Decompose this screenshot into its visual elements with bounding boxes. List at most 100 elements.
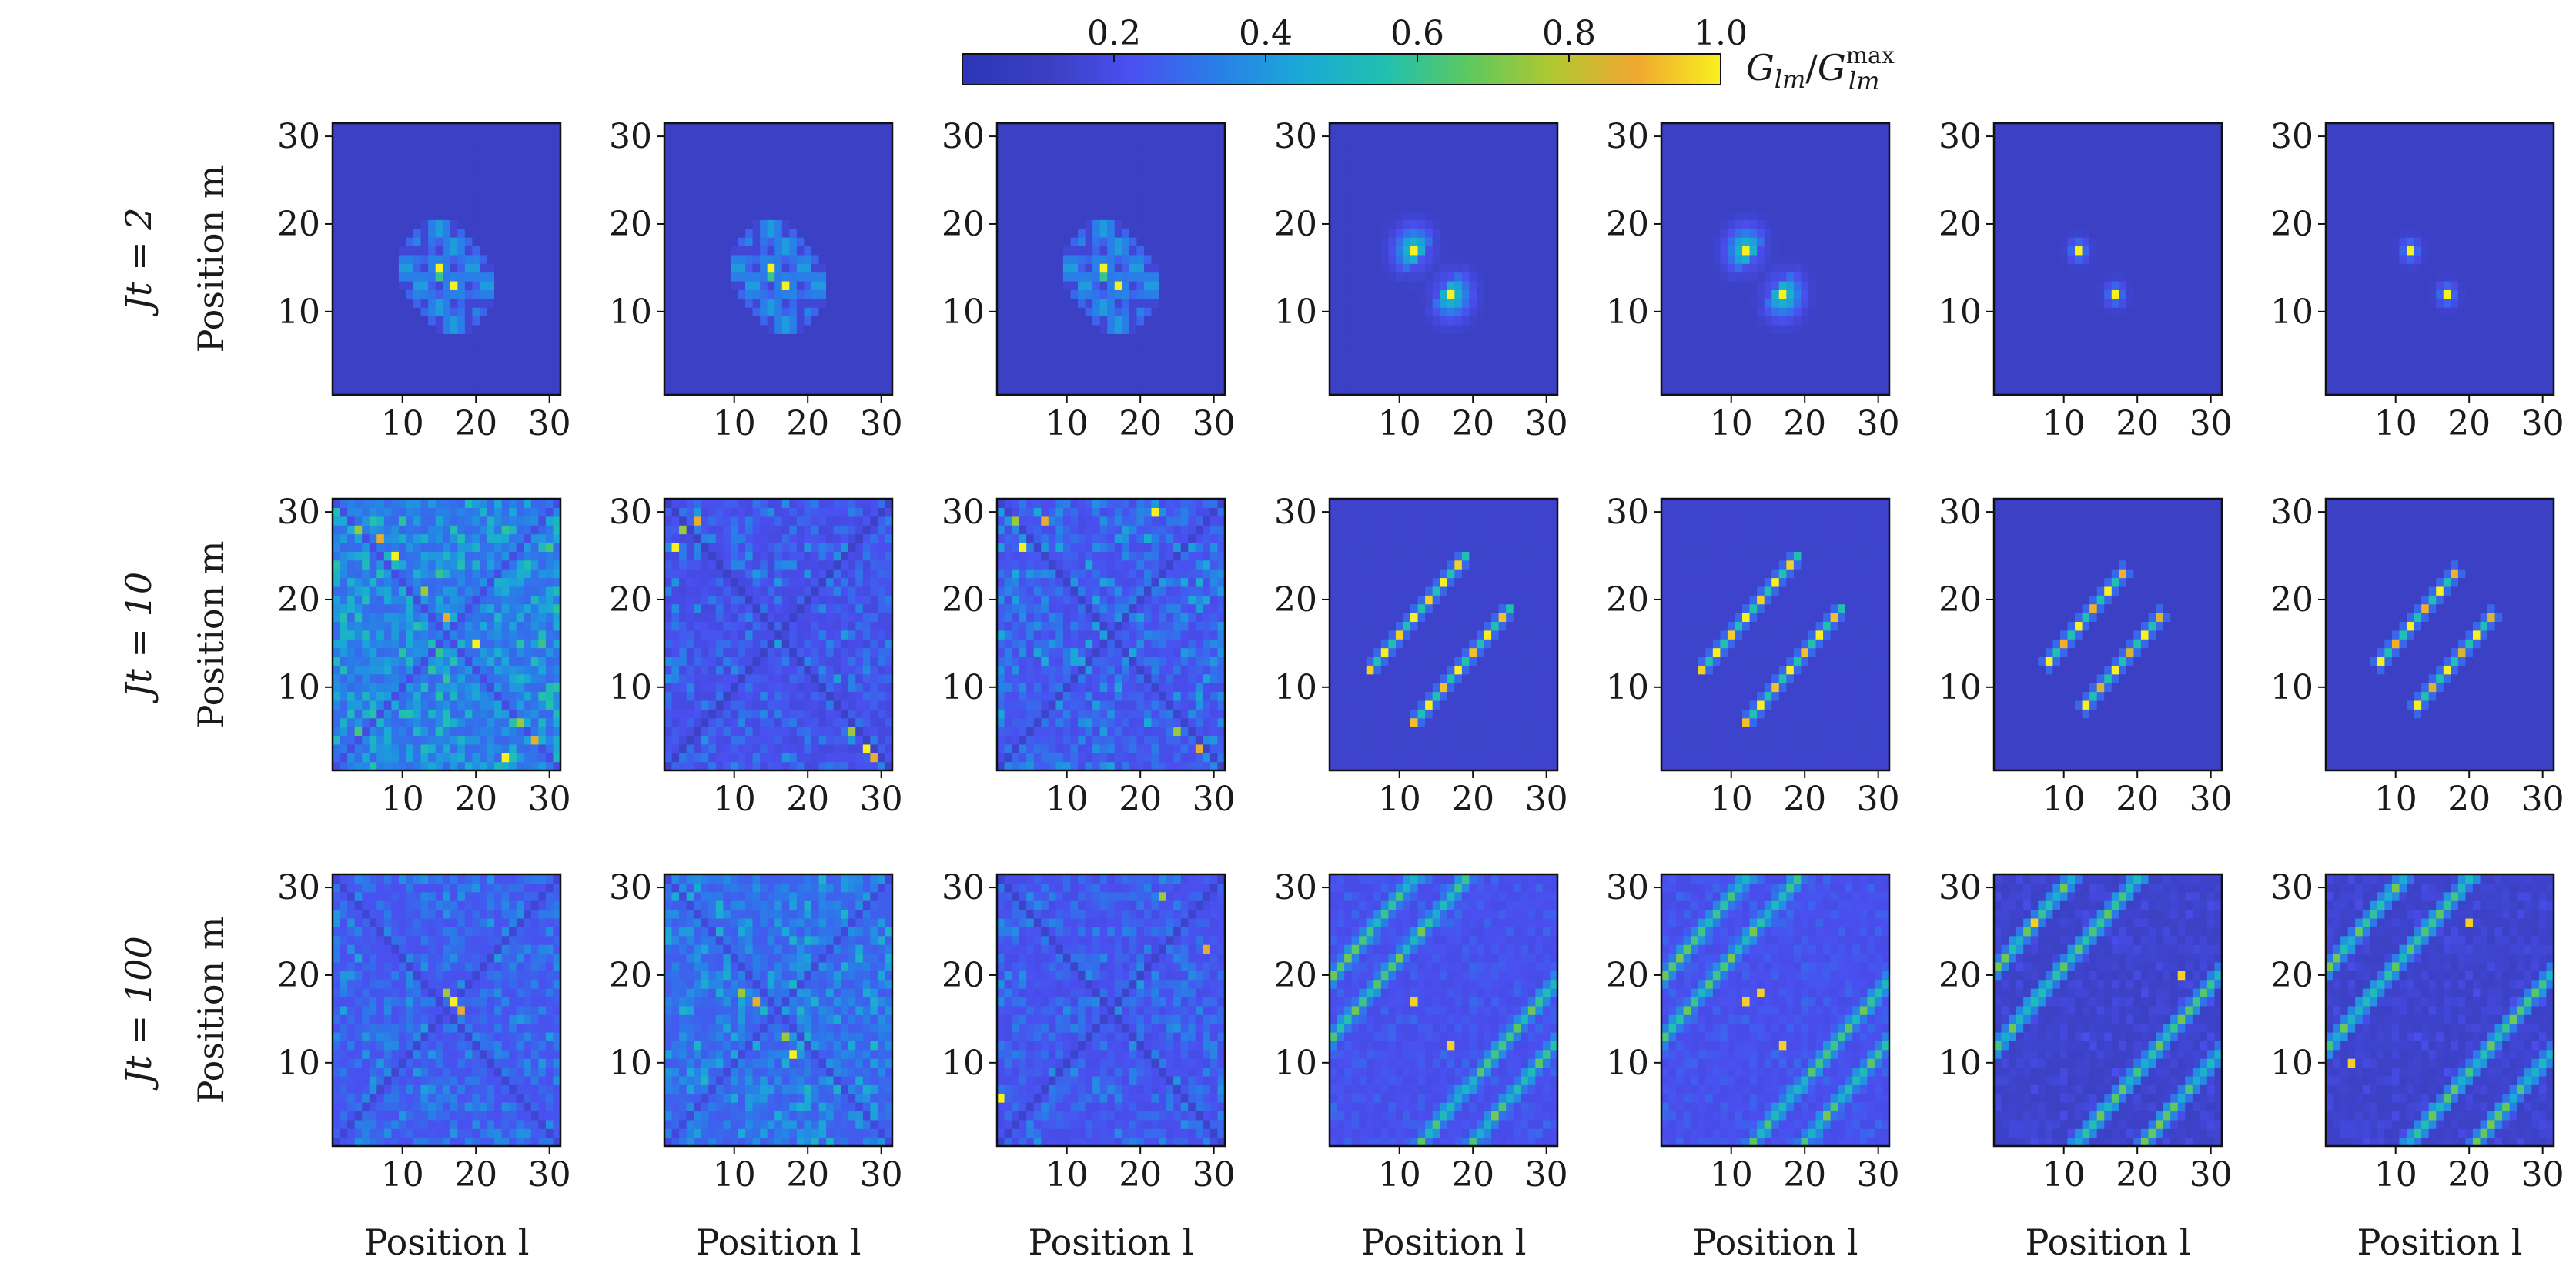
heatmap-cell — [1004, 386, 1012, 396]
heatmap-cell — [1513, 368, 1521, 378]
heatmap-cell — [1742, 202, 1751, 212]
heatmap-cell — [848, 307, 856, 317]
heatmap-cell — [1867, 254, 1875, 264]
heatmap-cell — [1432, 298, 1440, 308]
heatmap-cell — [538, 123, 547, 132]
heatmap-cell — [1535, 193, 1544, 203]
heatmap-cell — [1542, 263, 1551, 273]
heatmap-cell — [420, 140, 429, 150]
heatmap-cell — [1535, 342, 1544, 352]
heatmap-cell — [855, 307, 864, 317]
heatmap-cell — [848, 246, 856, 256]
heatmap-cell — [450, 158, 458, 168]
heatmap-cell — [553, 149, 561, 159]
heatmap-cell — [870, 140, 878, 150]
heatmap-cell — [1867, 298, 1875, 308]
heatmap-cell — [1859, 140, 1868, 150]
heatmap-cell — [1388, 219, 1397, 229]
heatmap-cell — [516, 140, 524, 150]
heatmap-cell — [818, 166, 827, 176]
heatmap-cell — [1143, 316, 1153, 326]
heatmap-cell — [1055, 342, 1064, 352]
heatmap-cell — [1159, 307, 1167, 317]
heatmap-cell — [1815, 324, 1824, 334]
heatmap-cell — [997, 219, 1005, 229]
heatmap-cell — [1815, 140, 1824, 150]
heatmap-cell — [1166, 280, 1174, 290]
heatmap-cell — [1757, 386, 1765, 396]
heatmap-cell — [450, 210, 458, 220]
heatmap-cell — [1771, 237, 1780, 247]
heatmap-cell — [1188, 149, 1196, 159]
heatmap-cell — [1720, 123, 1728, 132]
heatmap-cell — [1705, 386, 1714, 396]
heatmap-cell — [804, 324, 812, 334]
heatmap-cell — [1041, 333, 1049, 343]
heatmap-cell — [870, 219, 878, 229]
heatmap-cell — [1403, 158, 1411, 168]
heatmap-cell — [796, 342, 805, 352]
heatmap-cell — [501, 149, 510, 159]
heatmap-cell — [457, 351, 466, 361]
heatmap-cell — [1440, 351, 1448, 361]
heatmap-cell — [1173, 219, 1182, 229]
heatmap-cell — [804, 280, 812, 290]
heatmap-cell — [1041, 280, 1049, 290]
heatmap-cell — [1867, 193, 1875, 203]
heatmap-cell — [1188, 123, 1196, 132]
heatmap-cell — [1838, 158, 1846, 168]
heatmap-cell — [730, 193, 739, 203]
heatmap-cell — [1173, 228, 1182, 238]
heatmap-cell — [1403, 377, 1411, 387]
heatmap-cell — [745, 316, 754, 326]
heatmap-cell — [1461, 149, 1470, 159]
heatmap-cell — [1454, 342, 1463, 352]
heatmap-cell — [1720, 219, 1728, 229]
heatmap-cell — [1344, 140, 1353, 150]
heatmap-cell — [1337, 254, 1345, 264]
heatmap-cell — [1373, 351, 1382, 361]
heatmap-cell — [1159, 359, 1167, 369]
heatmap-cell — [428, 368, 437, 378]
heatmap-cell — [833, 280, 841, 290]
heatmap-cell — [723, 342, 731, 352]
heatmap-cell — [1461, 342, 1470, 352]
heatmap-cell — [1838, 166, 1846, 176]
heatmap-cell — [1107, 307, 1116, 317]
heatmap-cell — [1683, 377, 1691, 387]
heatmap-cell — [457, 193, 466, 203]
heatmap-cell — [450, 316, 458, 326]
heatmap-cell — [848, 272, 856, 282]
heatmap-cell — [1351, 166, 1360, 176]
heatmap-cell — [1521, 359, 1529, 369]
heatmap-cell — [679, 307, 687, 317]
heatmap-cell — [1874, 333, 1883, 343]
heatmap-cell — [1550, 280, 1558, 290]
heatmap-cell — [1403, 175, 1411, 185]
heatmap-cell — [715, 210, 724, 220]
heatmap-cell — [1764, 123, 1772, 132]
heatmap-cell — [1004, 324, 1012, 334]
heatmap-cells — [333, 123, 561, 396]
heatmap-cell — [1330, 307, 1338, 317]
heatmap-cell — [1107, 377, 1116, 387]
heatmap-cell — [1099, 166, 1108, 176]
heatmap-cell — [1099, 158, 1108, 168]
heatmap-cell — [679, 246, 687, 256]
heatmap-cell — [1033, 324, 1042, 334]
heatmap-cell — [1062, 149, 1072, 159]
heatmap-cell — [841, 289, 849, 299]
heatmap-cell — [1867, 316, 1875, 326]
heatmap-cell — [1417, 377, 1426, 387]
heatmap-cell — [1114, 342, 1122, 352]
heatmap-cell — [1757, 237, 1765, 247]
heatmap-cell — [1092, 333, 1101, 343]
heatmap-cell — [398, 246, 407, 256]
heatmap-cell — [1417, 149, 1426, 159]
heatmap-cell — [1527, 289, 1536, 299]
heatmap-cell — [1410, 263, 1419, 273]
heatmap-cell — [885, 123, 893, 132]
heatmap-cell — [1513, 351, 1521, 361]
heatmap-cell — [694, 184, 702, 194]
heatmap-cell — [1661, 351, 1670, 361]
